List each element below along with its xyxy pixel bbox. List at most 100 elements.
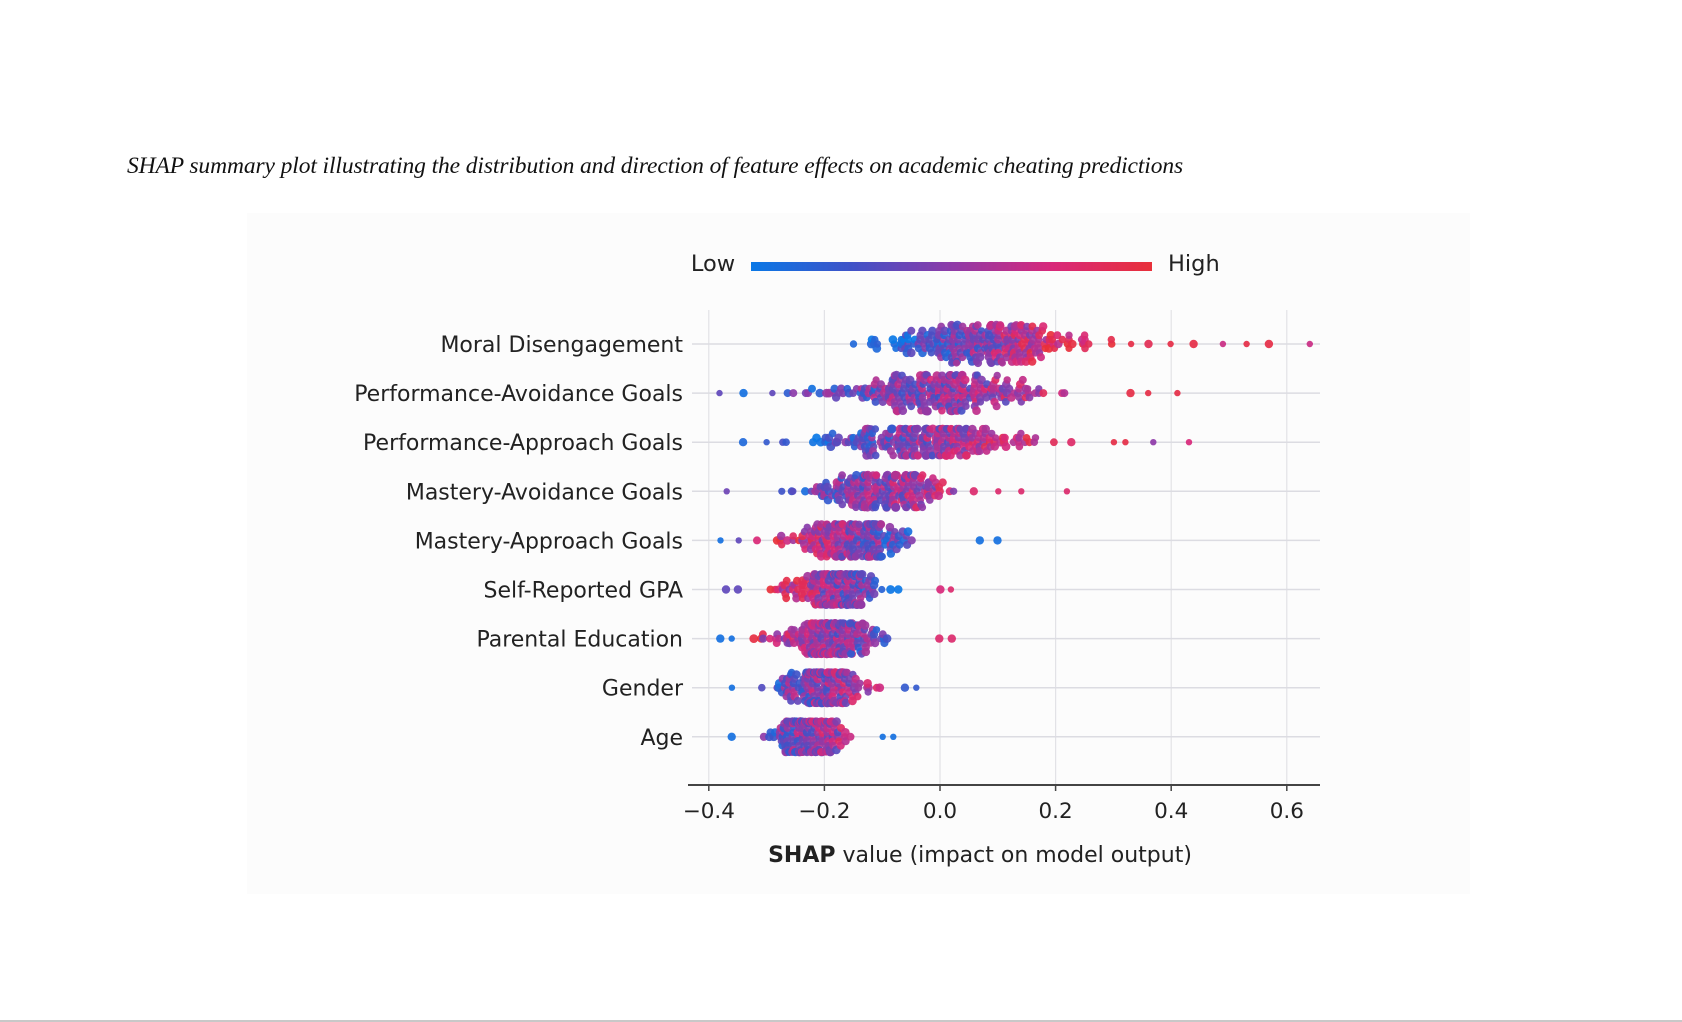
shap-point bbox=[1122, 439, 1129, 446]
shap-point bbox=[938, 406, 946, 415]
shap-point bbox=[992, 402, 1001, 411]
shap-point bbox=[949, 487, 958, 495]
shap-point bbox=[853, 692, 862, 701]
shap-point bbox=[728, 635, 735, 642]
shap-point bbox=[918, 503, 927, 512]
shap-point bbox=[938, 478, 947, 487]
shap-point bbox=[1018, 488, 1025, 495]
shap-point bbox=[987, 359, 996, 367]
shap-point bbox=[749, 634, 759, 643]
shap-point bbox=[816, 552, 826, 561]
shap-point bbox=[1219, 340, 1227, 348]
x-axis-title-rest: value (impact on model output) bbox=[836, 843, 1192, 868]
shap-point bbox=[792, 594, 801, 603]
shap-point bbox=[1243, 340, 1250, 348]
shap-point bbox=[793, 696, 802, 705]
shap-point bbox=[775, 634, 783, 643]
shap-point bbox=[1063, 488, 1071, 495]
shap-point bbox=[892, 503, 900, 512]
shap-point bbox=[875, 683, 885, 692]
feature-label: Mastery-Avoidance Goals bbox=[406, 480, 683, 505]
shap-point bbox=[871, 425, 880, 433]
shap-point bbox=[782, 594, 791, 603]
shap-point bbox=[872, 626, 881, 634]
shap-point bbox=[907, 536, 916, 545]
shap-point bbox=[934, 491, 943, 501]
shap-point bbox=[759, 634, 768, 643]
shap-point bbox=[852, 503, 860, 512]
shap-point bbox=[1028, 357, 1037, 366]
shap-point bbox=[1144, 339, 1153, 349]
shap-point bbox=[1000, 433, 1009, 442]
shap-point bbox=[1060, 389, 1069, 398]
shap-point bbox=[1126, 388, 1135, 398]
shap-point bbox=[738, 438, 748, 447]
shap-point bbox=[843, 668, 851, 677]
colorbar bbox=[751, 262, 1152, 271]
shap-point bbox=[871, 397, 880, 406]
shap-point bbox=[1067, 438, 1076, 447]
shap-point bbox=[1264, 339, 1274, 349]
shap-point bbox=[872, 471, 880, 479]
shap-point bbox=[1068, 339, 1077, 349]
shap-point bbox=[926, 496, 934, 504]
shap-point bbox=[947, 586, 955, 593]
shap-point bbox=[1174, 389, 1181, 397]
shap-point bbox=[857, 600, 866, 609]
shap-point bbox=[856, 679, 864, 687]
shap-point bbox=[972, 406, 981, 416]
shap-point bbox=[739, 388, 748, 398]
shap-point bbox=[993, 536, 1002, 545]
shap-point bbox=[913, 684, 920, 691]
shap-point bbox=[782, 438, 790, 447]
shap-point bbox=[935, 634, 944, 643]
shap-point bbox=[975, 446, 984, 456]
colorbar-high-label: High bbox=[1168, 251, 1220, 277]
shap-point bbox=[1003, 376, 1011, 384]
figure-caption: SHAP summary plot illustrating the distr… bbox=[127, 153, 1184, 179]
feature-labels: Moral Disengagement Performance-Avoidance… bbox=[354, 333, 684, 751]
shap-point bbox=[947, 634, 956, 643]
shap-point bbox=[721, 585, 731, 594]
shap-point bbox=[801, 487, 810, 496]
shap-point bbox=[815, 388, 825, 398]
shap-point bbox=[782, 576, 791, 585]
beeswarm-points bbox=[716, 320, 1314, 757]
shap-point bbox=[801, 545, 809, 553]
shap-point bbox=[913, 424, 922, 433]
shap-point bbox=[766, 634, 774, 643]
shap-point bbox=[847, 619, 855, 628]
shap-point bbox=[1024, 385, 1032, 393]
shap-point bbox=[777, 531, 786, 541]
shap-point bbox=[1053, 331, 1062, 340]
x-tick-label: 0.0 bbox=[923, 799, 957, 824]
shap-point bbox=[733, 585, 743, 594]
shap-point bbox=[841, 698, 851, 708]
x-tick-label: 0.6 bbox=[1270, 799, 1304, 824]
shap-point bbox=[857, 570, 867, 579]
shap-point bbox=[913, 451, 923, 460]
shap-point bbox=[1017, 429, 1025, 438]
shap-point bbox=[903, 527, 913, 536]
shap-point bbox=[1065, 331, 1073, 339]
shap-point bbox=[1037, 353, 1045, 362]
shap-point bbox=[940, 326, 950, 336]
shap-point bbox=[952, 359, 961, 367]
shap-point bbox=[900, 683, 910, 692]
shap-point bbox=[1039, 322, 1048, 331]
shap-point bbox=[990, 442, 1000, 451]
shap-point bbox=[716, 389, 723, 397]
shap-point bbox=[870, 638, 880, 648]
shap-point bbox=[778, 487, 786, 495]
shap-point bbox=[872, 376, 880, 384]
page-bottom-rule bbox=[0, 1020, 1682, 1022]
gridlines bbox=[708, 310, 1288, 785]
shap-point bbox=[1080, 331, 1089, 340]
feature-label: Performance-Avoidance Goals bbox=[354, 382, 683, 407]
shap-point bbox=[878, 552, 886, 561]
shap-point bbox=[753, 536, 761, 545]
shap-point bbox=[717, 537, 724, 544]
shap-point bbox=[973, 321, 982, 329]
shap-point bbox=[783, 389, 792, 398]
shap-point bbox=[927, 349, 935, 357]
